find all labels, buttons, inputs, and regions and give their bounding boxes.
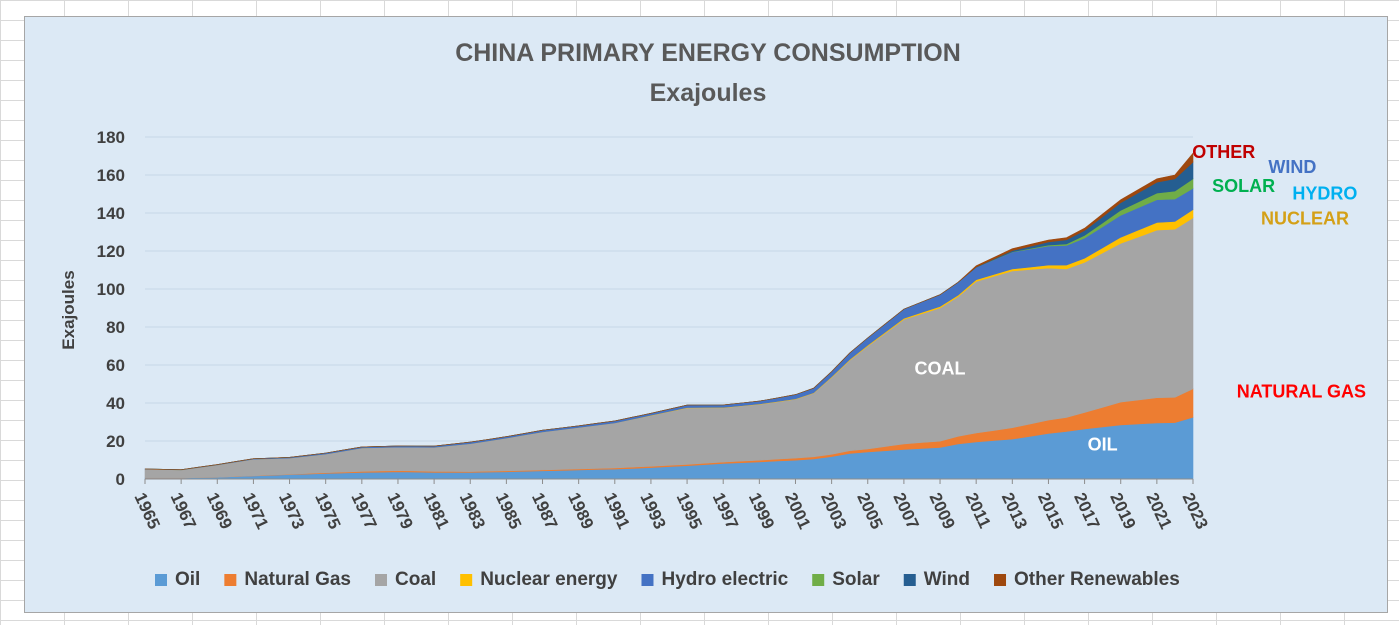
x-tick-label-1983: 1983 [456,490,489,532]
x-tick-label-1969: 1969 [203,490,236,532]
x-tick-label-2011: 2011 [962,490,995,531]
x-tick-label-2013: 2013 [998,490,1031,532]
chart-frame: CHINA PRIMARY ENERGY CONSUMPTION Exajoul… [24,16,1388,613]
y-tick-label-100: 100 [97,280,125,299]
x-tick-label-2003: 2003 [817,490,850,532]
area-series [144,152,1194,480]
annotation-natural-gas: NATURAL GAS [1237,381,1366,401]
y-tick-label-120: 120 [97,242,125,261]
x-tick-label-1989: 1989 [564,490,597,532]
y-tick-label-180: 180 [97,128,125,147]
x-tick-label-1971: 1971 [239,490,272,532]
legend-swatch-other-renewables [994,574,1007,586]
y-tick-label-0: 0 [116,470,125,489]
x-tick-label-1999: 1999 [745,490,778,532]
area-series-other-renewables [144,152,1194,471]
legend-label-nuclear-energy: Nuclear energy [480,569,618,590]
legend-swatch-coal [375,574,387,586]
gridlines [145,136,1193,442]
annotation-wind: WIND [1268,157,1316,177]
annotation-hydro: HYDRO [1292,184,1357,204]
x-tick-label-1975: 1975 [311,490,344,532]
x-tick-label-2005: 2005 [853,490,886,532]
legend-label-wind: Wind [924,569,970,590]
annotation-coal: COAL [915,359,966,379]
legend-label-oil: Oil [175,569,200,590]
x-tick-label-1967: 1967 [167,490,200,532]
chart-subtitle: Exajoules [650,79,767,107]
annotation-oil: OIL [1088,435,1118,455]
legend-swatch-solar [812,574,825,586]
x-tick-label-2015: 2015 [1034,490,1067,532]
x-tick-label-1985: 1985 [492,490,525,532]
x-tick-label-1973: 1973 [275,490,308,532]
x-tick-label-1965: 1965 [130,490,163,532]
x-tick-label-1995: 1995 [673,490,706,532]
chart-title: CHINA PRIMARY ENERGY CONSUMPTION [455,39,961,67]
y-tick-label-40: 40 [106,394,125,413]
x-tick-label-2009: 2009 [926,490,959,532]
x-tick-label-1987: 1987 [528,490,561,532]
legend-label-solar: Solar [832,569,880,590]
y-tick-label-20: 20 [106,432,125,451]
chart-canvas: CHINA PRIMARY ENERGY CONSUMPTION Exajoul… [59,39,1367,590]
y-tick-label-60: 60 [106,356,125,375]
legend-label-hydro-electric: Hydro electric [661,569,788,590]
y-axis-label: Exajoules [59,270,78,349]
legend-swatch-nuclear-energy [460,574,473,586]
y-tick-label-80: 80 [106,318,125,337]
legend-label-natural-gas: Natural Gas [244,569,351,590]
legend-swatch-oil [155,574,167,586]
x-tick-label-2023: 2023 [1178,490,1211,532]
legend-swatch-natural-gas [224,574,237,586]
annotation-other: OTHER [1192,142,1255,162]
x-tick-label-2017: 2017 [1070,490,1103,532]
y-tick-label-160: 160 [97,166,125,185]
y-tick-label-140: 140 [97,204,125,223]
x-tick-label-1979: 1979 [383,490,416,532]
legend-swatch-wind [903,574,916,586]
x-tick-label-1993: 1993 [636,490,669,532]
legend-label-other-renewables: Other Renewables [1014,569,1180,590]
x-tick-label-1991: 1991 [600,490,633,532]
x-tick-label-2007: 2007 [889,490,922,532]
x-tick-label-1977: 1977 [347,490,380,532]
x-tick-label-2019: 2019 [1106,490,1139,532]
annotation-nuclear: NUCLEAR [1261,208,1349,228]
x-tick-label-2021: 2021 [1142,490,1175,532]
legend-swatch-hydro-electric [641,574,654,586]
x-tick-label-1981: 1981 [420,490,453,532]
x-tick-label-1997: 1997 [709,490,742,532]
annotation-solar: SOLAR [1212,176,1275,196]
legend: Oil Natural Gas Coal Nuclear energy Hydro el… [155,569,1180,590]
legend-label-coal: Coal [395,569,436,590]
x-tick-label-2001: 2001 [781,490,814,532]
